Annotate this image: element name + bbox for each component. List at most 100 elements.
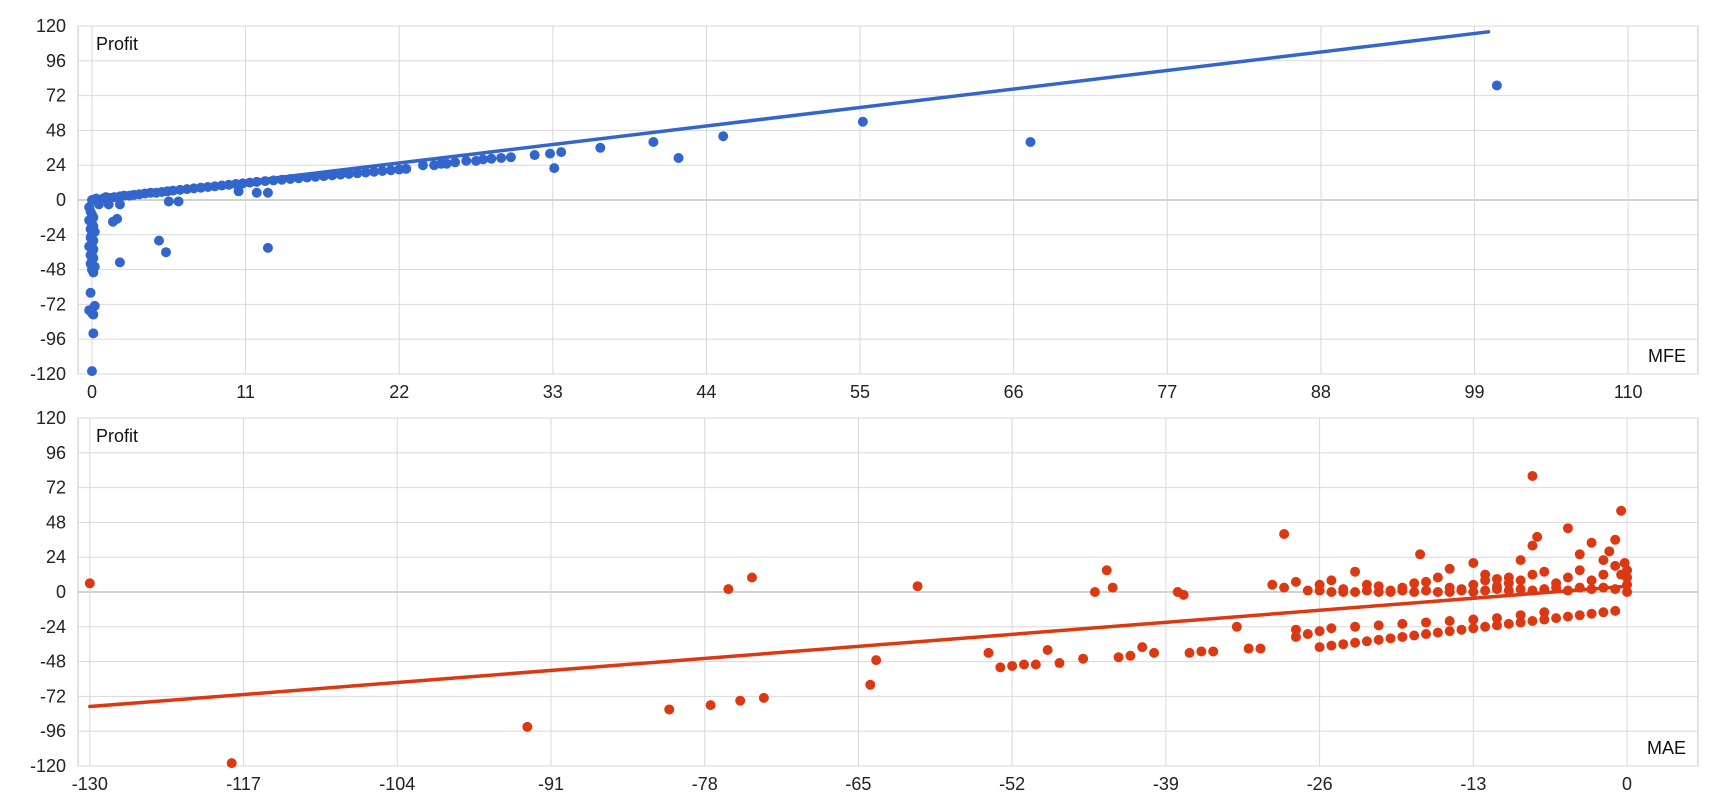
data-point [1184, 647, 1195, 658]
data-point [1279, 582, 1290, 593]
data-point [262, 187, 273, 198]
data-point [360, 167, 371, 178]
data-point [1326, 587, 1337, 597]
data-point [871, 655, 882, 666]
y-tick-label: -48 [40, 652, 66, 672]
data-point [723, 584, 734, 595]
data-point [233, 186, 244, 197]
data-point [1137, 642, 1148, 653]
data-point [505, 152, 516, 163]
data-point [1622, 565, 1633, 576]
data-point [1622, 587, 1633, 597]
trendline [90, 30, 1491, 202]
data-point [1231, 621, 1242, 632]
data-point [1574, 549, 1585, 560]
data-point [1480, 621, 1491, 632]
y-tick-label: 120 [36, 16, 66, 36]
data-point [385, 165, 396, 176]
data-points [84, 80, 1502, 377]
data-point [369, 166, 380, 177]
data-points [84, 471, 1633, 769]
x-tick-label: 88 [1311, 382, 1331, 402]
data-point [1018, 659, 1029, 670]
x-tick-label: 0 [1622, 774, 1632, 794]
data-point [1468, 587, 1479, 597]
data-point [705, 700, 716, 711]
y-tick-label: 24 [46, 155, 66, 175]
data-point [1361, 585, 1372, 596]
data-point [1468, 558, 1479, 568]
data-point [522, 721, 533, 732]
data-point [1598, 555, 1609, 566]
data-point [441, 158, 452, 169]
data-point [1491, 80, 1502, 91]
data-point [1421, 617, 1432, 628]
data-point [1208, 646, 1219, 657]
x-tick-label: -52 [999, 774, 1025, 794]
data-point [1527, 569, 1538, 580]
data-point [1279, 529, 1290, 539]
y-tick-label: -72 [40, 686, 66, 706]
data-point [417, 160, 428, 171]
data-point [154, 235, 164, 246]
data-point [1604, 546, 1615, 557]
data-point [1054, 658, 1065, 669]
data-point [1598, 607, 1609, 618]
data-point [1314, 642, 1325, 653]
data-point [1125, 650, 1136, 661]
data-point [735, 695, 746, 706]
data-point [912, 581, 923, 592]
data-point [1586, 575, 1597, 586]
data-point [1515, 617, 1526, 628]
data-point [758, 692, 769, 703]
x-tick-label: 22 [389, 382, 409, 402]
x-tick-label: -91 [538, 774, 564, 794]
y-tick-label: -120 [30, 756, 66, 776]
x-tick-label: 33 [543, 382, 563, 402]
y-tick-label: 72 [46, 86, 66, 106]
y-tick-label: 72 [46, 478, 66, 498]
y-tick-label: 96 [46, 51, 66, 71]
data-point [1444, 626, 1455, 637]
y-tick-label: -120 [30, 364, 66, 384]
data-point [1527, 540, 1538, 551]
data-point [262, 242, 273, 253]
trendline [88, 584, 1629, 709]
y-tick-label: -24 [40, 225, 66, 245]
data-point [1385, 633, 1396, 644]
data-point [1025, 137, 1036, 147]
y-tick-label: -96 [40, 721, 66, 741]
data-point [1515, 610, 1526, 621]
data-point [1503, 618, 1514, 629]
data-point [112, 213, 123, 224]
data-point [335, 169, 346, 180]
data-point [718, 131, 729, 142]
y-tick-label: -72 [40, 294, 66, 314]
data-point [1373, 620, 1384, 631]
data-point [1178, 589, 1189, 600]
x-tick-label: -65 [845, 774, 871, 794]
data-point [1409, 587, 1420, 597]
data-point [163, 196, 174, 207]
data-point [343, 168, 354, 179]
data-point [1616, 505, 1627, 516]
data-point [1562, 523, 1573, 534]
data-point [1468, 623, 1479, 634]
data-point [1551, 613, 1562, 624]
data-point [1532, 531, 1543, 542]
data-point [1196, 646, 1207, 657]
y-tick-label: 24 [46, 547, 66, 567]
data-point [1515, 575, 1526, 586]
data-point [1444, 616, 1455, 626]
data-point [1101, 565, 1112, 576]
data-point [595, 142, 606, 153]
data-point [1314, 626, 1325, 637]
data-point [865, 679, 876, 690]
data-point [1373, 634, 1384, 645]
data-point [1302, 629, 1313, 640]
data-point [549, 163, 560, 174]
data-point [1350, 587, 1361, 597]
data-point [1527, 616, 1538, 626]
